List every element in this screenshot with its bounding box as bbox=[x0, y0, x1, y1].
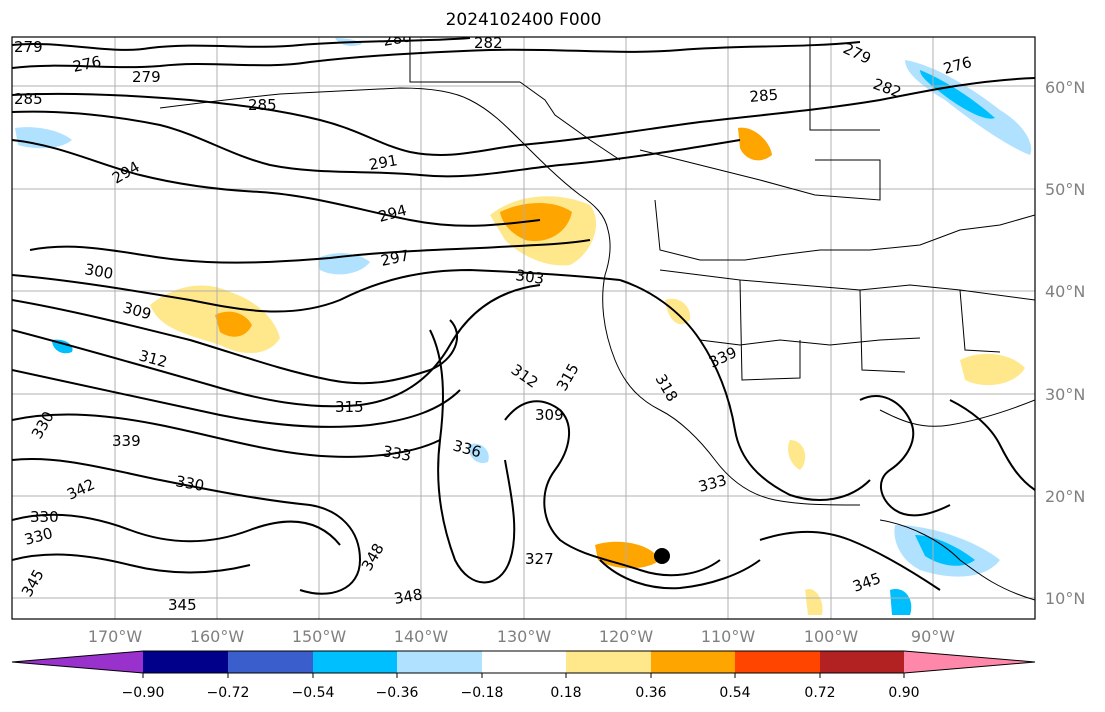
negative-patch bbox=[468, 443, 489, 464]
contour-label: 285 bbox=[248, 96, 277, 114]
contour-lines bbox=[12, 37, 1035, 595]
latitude-axis: 60°N 50°N 40°N 30°N 20°N 10°N bbox=[1045, 78, 1085, 608]
contour-label: 339 bbox=[112, 432, 141, 450]
colorbar-tick-label: 0.72 bbox=[804, 685, 835, 701]
lon-label: 110°W bbox=[701, 627, 756, 646]
contour-label: 285 bbox=[749, 86, 779, 106]
colorbar-segment bbox=[566, 651, 651, 673]
cyclone-marker bbox=[654, 548, 670, 564]
coastlines bbox=[159, 37, 1035, 601]
colorbar-segment bbox=[397, 651, 482, 673]
colorbar-tick-label: −0.18 bbox=[461, 685, 504, 701]
colorbar-segment bbox=[12, 651, 143, 673]
colorbar-segment bbox=[651, 651, 735, 673]
positive-patch bbox=[665, 298, 691, 325]
plot-frame bbox=[11, 36, 1036, 620]
lat-label: 40°N bbox=[1045, 282, 1085, 301]
contour-label: 282 bbox=[474, 34, 503, 52]
contour-label: 300 bbox=[83, 260, 114, 283]
lon-label: 150°W bbox=[292, 627, 347, 646]
map-gridlines bbox=[12, 37, 1035, 619]
lat-label: 10°N bbox=[1045, 589, 1085, 608]
lon-label: 170°W bbox=[88, 627, 143, 646]
lon-label: 140°W bbox=[394, 627, 449, 646]
positive-patch-strong bbox=[500, 203, 572, 242]
anomaly-fill-patches bbox=[15, 38, 1032, 615]
map-title: 2024102400 F000 bbox=[445, 10, 602, 30]
positive-patch-strong bbox=[215, 311, 252, 337]
contour-label: 297 bbox=[379, 246, 411, 270]
colorbar-tick-label: 0.54 bbox=[719, 685, 750, 701]
contour-label: 333 bbox=[381, 442, 412, 465]
contour-label: 303 bbox=[514, 266, 545, 288]
colorbar-tick-label: 0.90 bbox=[888, 685, 919, 701]
lon-label: 100°W bbox=[804, 627, 859, 646]
lon-label: 120°W bbox=[599, 627, 654, 646]
lon-label: 90°W bbox=[911, 627, 955, 646]
colorbar-segment bbox=[820, 651, 904, 673]
colorbar-ticks bbox=[142, 673, 905, 678]
lat-label: 30°N bbox=[1045, 385, 1085, 404]
lon-label: 160°W bbox=[190, 627, 245, 646]
plot-area: 279 276 279 285 285 291 294 294 297 300 … bbox=[12, 34, 1035, 619]
negative-patch bbox=[890, 589, 912, 615]
colorbar-tick-label: −0.72 bbox=[207, 685, 250, 701]
colorbar-tick-label: 0.36 bbox=[635, 685, 666, 701]
lat-label: 50°N bbox=[1045, 180, 1085, 199]
colorbar-segment bbox=[313, 651, 397, 673]
contour-label: 327 bbox=[525, 550, 554, 568]
contour-label: 279 bbox=[132, 68, 161, 86]
colorbar-tick-label: −0.90 bbox=[122, 685, 165, 701]
colorbar-segment bbox=[735, 651, 820, 673]
contour-label: 291 bbox=[368, 151, 399, 174]
positive-patch bbox=[960, 353, 1025, 386]
contour-label: 315 bbox=[335, 398, 364, 416]
colorbar-tick-label: −0.54 bbox=[292, 685, 335, 701]
contour-label: 348 bbox=[393, 585, 424, 608]
contour-label: 285 bbox=[14, 90, 43, 108]
colorbar-segment bbox=[904, 651, 1035, 673]
negative-patch-strong bbox=[920, 70, 995, 119]
colorbar-segment bbox=[482, 651, 566, 673]
longitude-axis: 170°W 160°W 150°W 140°W 130°W 120°W 110°… bbox=[88, 627, 955, 646]
contour-label: 330 bbox=[174, 472, 205, 495]
contour-label: 345 bbox=[168, 596, 197, 614]
negative-patch-strong bbox=[915, 535, 975, 566]
contour-label: 279 bbox=[14, 38, 43, 56]
colorbar-tick-label: 0.18 bbox=[550, 685, 581, 701]
colorbar: −0.90 −0.72 −0.54 −0.36 −0.18 0.18 0.36 … bbox=[11, 650, 1036, 701]
contour-label: 309 bbox=[535, 406, 564, 424]
positive-patch bbox=[738, 127, 772, 161]
positive-patch bbox=[150, 285, 280, 354]
colorbar-segment bbox=[228, 651, 313, 673]
lat-label: 20°N bbox=[1045, 487, 1085, 506]
lat-label: 60°N bbox=[1045, 78, 1085, 97]
positive-patch bbox=[788, 440, 806, 470]
positive-patch bbox=[805, 589, 823, 615]
contour-label: 276 bbox=[71, 52, 103, 76]
lon-label: 130°W bbox=[497, 627, 552, 646]
contour-label: 330 bbox=[30, 508, 59, 526]
colorbar-segment bbox=[143, 651, 228, 673]
colorbar-tick-label: −0.36 bbox=[376, 685, 419, 701]
